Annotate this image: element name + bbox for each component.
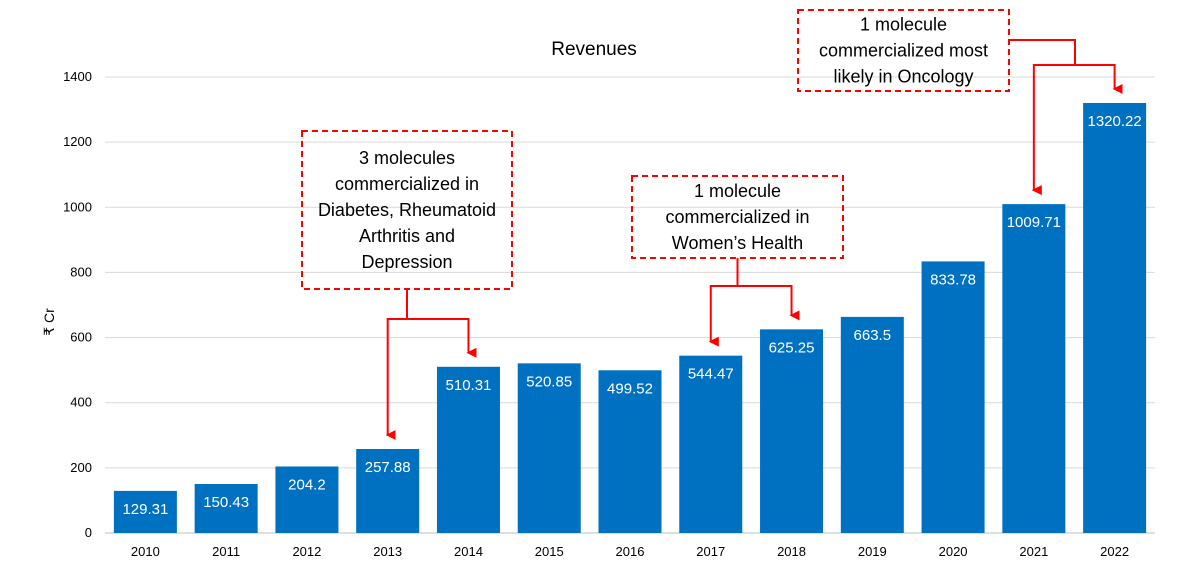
x-tick-label: 2021 [1019, 544, 1048, 559]
data-label: 1320.22 [1087, 113, 1141, 130]
y-axis-label: ₹ Cr [41, 308, 57, 336]
annotation-text: commercialized in [335, 174, 479, 194]
annotations: 3 molecules commercialized in Diabetes, Rh… [301, 9, 1123, 441]
bar [840, 316, 904, 533]
data-label: 833.78 [930, 271, 976, 288]
bar [760, 329, 824, 533]
data-label: 499.52 [607, 380, 653, 397]
bar [194, 484, 258, 533]
annotation-arrow [1031, 64, 1075, 196]
annotation-connector [1009, 39, 1076, 65]
annotation-arrow [407, 318, 477, 358]
data-label: 1009.71 [1007, 214, 1061, 231]
annotation-text: Diabetes, Rheumatoid [318, 200, 496, 220]
bar [517, 363, 581, 533]
annotation-text: Depression [361, 252, 452, 272]
annotation-arrow [708, 285, 738, 347]
annotation-box [631, 175, 844, 259]
annotation-text: commercialized most [819, 41, 988, 61]
data-label: 510.31 [446, 377, 492, 394]
x-tick-label: 2010 [131, 544, 160, 559]
annotation-box [797, 9, 1010, 92]
y-tick-label: 0 [85, 525, 92, 540]
annotation-arrow [1075, 64, 1123, 94]
bar [1002, 204, 1066, 533]
x-tick-label: 2011 [212, 544, 240, 559]
y-tick-label: 400 [70, 395, 92, 410]
annotation: 3 molecules commercialized in Diabetes, Rh… [301, 130, 513, 441]
annotation: 1 molecule commercialized in Women’s Healt… [631, 175, 844, 347]
bar [679, 355, 743, 533]
x-tick-label: 2019 [858, 544, 887, 559]
y-tick-label: 1000 [63, 199, 92, 214]
annotation-arrow [385, 318, 407, 441]
data-label: 129.31 [122, 501, 168, 518]
x-tick-label: 2016 [616, 544, 645, 559]
bar [113, 490, 177, 533]
data-label: 520.85 [526, 373, 572, 390]
bar [436, 366, 500, 533]
data-label: 257.88 [365, 459, 411, 476]
x-tick-label: 2013 [373, 544, 402, 559]
bar [921, 261, 985, 533]
data-label: 150.43 [203, 494, 249, 511]
y-tick-label: 800 [70, 264, 92, 279]
data-label: 625.25 [769, 339, 815, 356]
y-tick-label: 1200 [63, 134, 92, 149]
x-tick-label: 2014 [454, 544, 483, 559]
y-axis-ticks: 0 200 400 600 800 1000 1200 1400 [63, 69, 92, 540]
y-tick-label: 200 [70, 460, 92, 475]
data-label: 204.2 [288, 476, 326, 493]
bars: 129.31 150.43 204.2 257.88 510.31 520.85 499.5… [113, 102, 1147, 534]
x-tick-label: 2015 [535, 544, 564, 559]
annotation-text: Arthritis and [359, 226, 455, 246]
annotation-text: likely in Oncology [833, 67, 973, 87]
bar [275, 466, 339, 533]
annotation-text: 3 molecules [359, 148, 455, 168]
bar [356, 449, 420, 533]
data-label: 663.5 [854, 327, 892, 344]
bar [598, 370, 662, 533]
data-label: 544.47 [688, 366, 734, 383]
x-tick-label: 2012 [292, 544, 321, 559]
annotation: 1 molecule commercialized most likely in O… [797, 9, 1123, 196]
x-tick-label: 2020 [939, 544, 968, 559]
y-tick-label: 1400 [63, 69, 92, 84]
annotation-text: 1 molecule [860, 15, 947, 35]
x-tick-label: 2018 [777, 544, 806, 559]
chart-title: Revenues [551, 39, 637, 60]
x-tick-label: 2017 [696, 544, 725, 559]
bar [1083, 102, 1147, 534]
y-tick-label: 600 [70, 330, 92, 345]
x-tick-label: 2022 [1100, 544, 1129, 559]
annotation-arrow [737, 285, 800, 321]
annotation-text: commercialized in [665, 207, 809, 227]
x-axis-ticks: 2010 2011 2012 2013 2014 2015 2016 2017 2018 2019… [131, 544, 1129, 559]
annotation-text: 1 molecule [694, 181, 781, 201]
annotation-text: Women’s Health [672, 233, 803, 253]
